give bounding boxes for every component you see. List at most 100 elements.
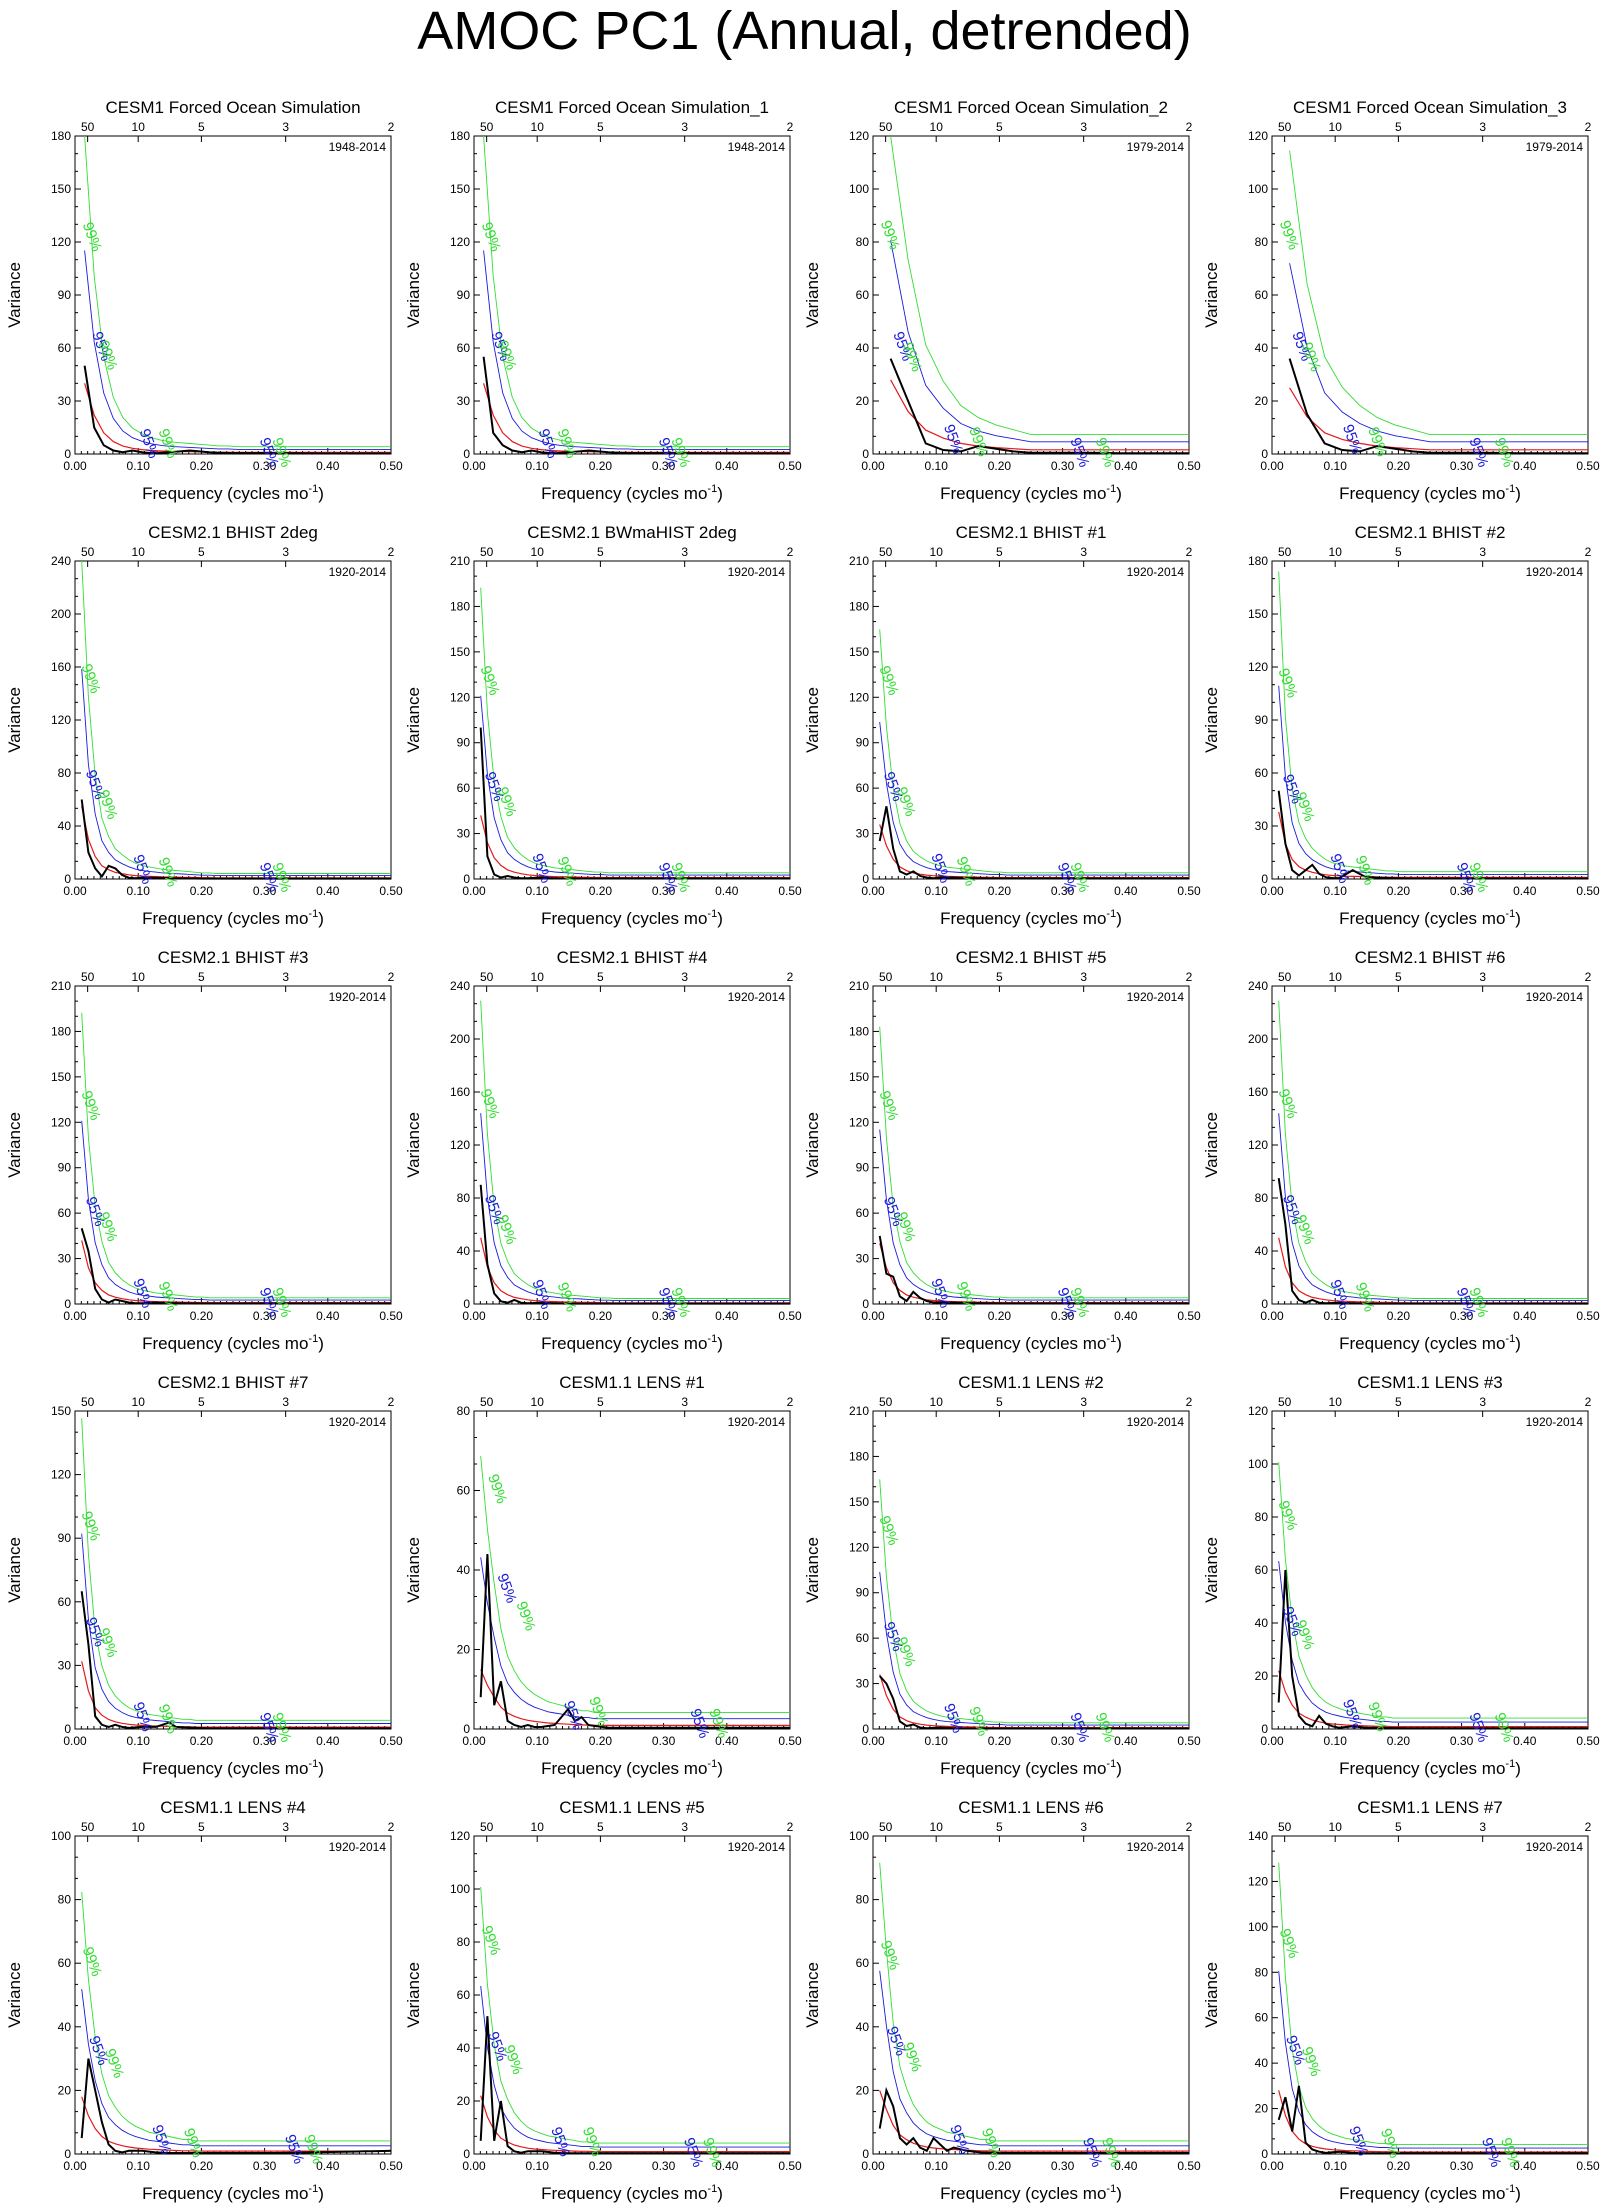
y-tick-label: 210 [849, 1404, 869, 1418]
top-tick-label: 50 [1278, 545, 1292, 559]
x-tick-label: 0.40 [1114, 884, 1138, 898]
top-tick-label: 5 [996, 970, 1003, 984]
x-tick-label: 0.10 [1324, 2159, 1348, 2173]
x-axis-label-end: ) [1116, 909, 1122, 928]
x-tick-label: 0.40 [316, 2159, 340, 2173]
top-tick-label: 2 [787, 120, 794, 134]
plot-frame [473, 1410, 791, 1730]
top-tick-label: 5 [1395, 545, 1402, 559]
panel-title: CESM2.1 BHIST #7 [158, 1373, 309, 1392]
conf99-line [1278, 571, 1588, 873]
x-tick-label: 0.40 [316, 459, 340, 473]
panel-3: CESM1 Forced Ocean Simulation_2 1979-2014… [803, 98, 1201, 503]
x-axis-label-sup: -1 [707, 1758, 717, 1770]
y-tick-label: 120 [51, 1468, 71, 1482]
x-tick-label: 0.30 [652, 2159, 676, 2173]
x-tick-label: 0.40 [715, 2159, 739, 2173]
y-tick-label: 210 [849, 979, 869, 993]
top-tick-label: 3 [1479, 120, 1486, 134]
x-tick-label: 0.30 [652, 459, 676, 473]
y-tick-label: 20 [1255, 394, 1269, 408]
y-axis-label: Variance [803, 687, 822, 753]
rednoise-line [1278, 1237, 1588, 1304]
top-tick-label: 3 [681, 1395, 688, 1409]
top-tick-label: 5 [1395, 970, 1402, 984]
y-axis-label: Variance [803, 1112, 822, 1178]
y-tick-label: 40 [58, 2020, 72, 2034]
x-axis-label-end: ) [717, 2184, 723, 2203]
conf95-label: 95% [946, 2123, 972, 2157]
y-axis-label: Variance [5, 1962, 24, 2028]
y-axis-label: Variance [404, 1537, 423, 1603]
x-tick-label: 0.00 [63, 2159, 87, 2173]
rednoise-line [1278, 1670, 1588, 1728]
x-axis-label-end: ) [318, 909, 324, 928]
x-axis-label: Frequency (cycles mo-1) [142, 908, 324, 928]
x-tick-label: 0.30 [1450, 459, 1474, 473]
top-tick-label: 5 [198, 970, 205, 984]
y-tick-label: 120 [849, 1540, 869, 1554]
spectrum-line [80, 1591, 391, 1730]
panel-title: CESM1 Forced Ocean Simulation [105, 98, 360, 117]
spectrum-line [1288, 358, 1588, 455]
conf99-line [480, 1886, 790, 2144]
x-tick-label: 0.10 [526, 2159, 550, 2173]
y-tick-label: 0 [862, 872, 869, 886]
top-tick-label: 2 [1585, 1820, 1592, 1834]
x-axis-label-end: ) [318, 2184, 324, 2203]
x-tick-label: 0.00 [462, 2159, 486, 2173]
x-axis-label-end: ) [1116, 1759, 1122, 1778]
conf99-line [879, 1026, 1189, 1299]
top-tick-label: 5 [996, 545, 1003, 559]
y-tick-label: 120 [849, 1115, 869, 1129]
x-tick-label: 0.40 [316, 1734, 340, 1748]
top-tick-label: 10 [1329, 120, 1343, 134]
x-tick-label: 0.40 [715, 884, 739, 898]
x-tick-label: 0.00 [861, 1734, 885, 1748]
x-tick-label: 0.50 [1576, 2159, 1600, 2173]
spectrum-line [479, 1184, 790, 1305]
y-axis-label: Variance [1202, 1962, 1221, 2028]
top-tick-label: 10 [930, 120, 944, 134]
conf99-label: 99% [893, 785, 919, 819]
panel-title: CESM2.1 BHIST #6 [1355, 948, 1506, 967]
x-tick-label: 0.50 [379, 2159, 403, 2173]
x-tick-label: 0.10 [127, 2159, 151, 2173]
top-tick-label: 50 [81, 1820, 95, 1834]
y-tick-label: 100 [1248, 182, 1268, 196]
conf99-label: 99% [953, 854, 979, 888]
y-tick-label: 20 [1255, 2102, 1269, 2116]
x-tick-label: 0.40 [715, 1309, 739, 1323]
top-tick-label: 50 [480, 970, 494, 984]
x-tick-label: 0.40 [1114, 1309, 1138, 1323]
rednoise-line [879, 824, 1189, 879]
conf99-label: 99% [893, 1635, 919, 1669]
y-tick-label: 80 [457, 1935, 471, 1949]
y-tick-label: 180 [849, 1024, 869, 1038]
x-axis-label-end: ) [1116, 2184, 1122, 2203]
y-tick-label: 30 [457, 827, 471, 841]
y-tick-label: 150 [849, 645, 869, 659]
y-tick-label: 0 [463, 1297, 470, 1311]
conf95-label: 95% [528, 1277, 554, 1311]
x-tick-label: 0.40 [1513, 1734, 1537, 1748]
plot-frame [1271, 985, 1589, 1305]
x-tick-label: 0.00 [1260, 1734, 1284, 1748]
y-tick-label: 0 [463, 872, 470, 886]
conf99-line [81, 1012, 391, 1299]
top-tick-label: 2 [388, 545, 395, 559]
y-tick-label: 60 [1255, 766, 1269, 780]
top-tick-label: 2 [1186, 120, 1193, 134]
x-tick-label: 0.30 [1450, 2159, 1474, 2173]
top-tick-label: 50 [879, 545, 893, 559]
x-tick-label: 0.30 [1450, 1309, 1474, 1323]
top-tick-label: 2 [388, 970, 395, 984]
top-tick-label: 3 [282, 545, 289, 559]
x-axis-label-end: ) [318, 1759, 324, 1778]
top-tick-label: 50 [81, 545, 95, 559]
conf95-line [81, 1989, 391, 2147]
x-axis-label: Frequency (cycles mo-1) [142, 1758, 324, 1778]
plot-frame [74, 135, 392, 455]
x-tick-label: 0.10 [925, 884, 949, 898]
x-axis-label: Frequency (cycles mo-1) [1339, 483, 1521, 503]
